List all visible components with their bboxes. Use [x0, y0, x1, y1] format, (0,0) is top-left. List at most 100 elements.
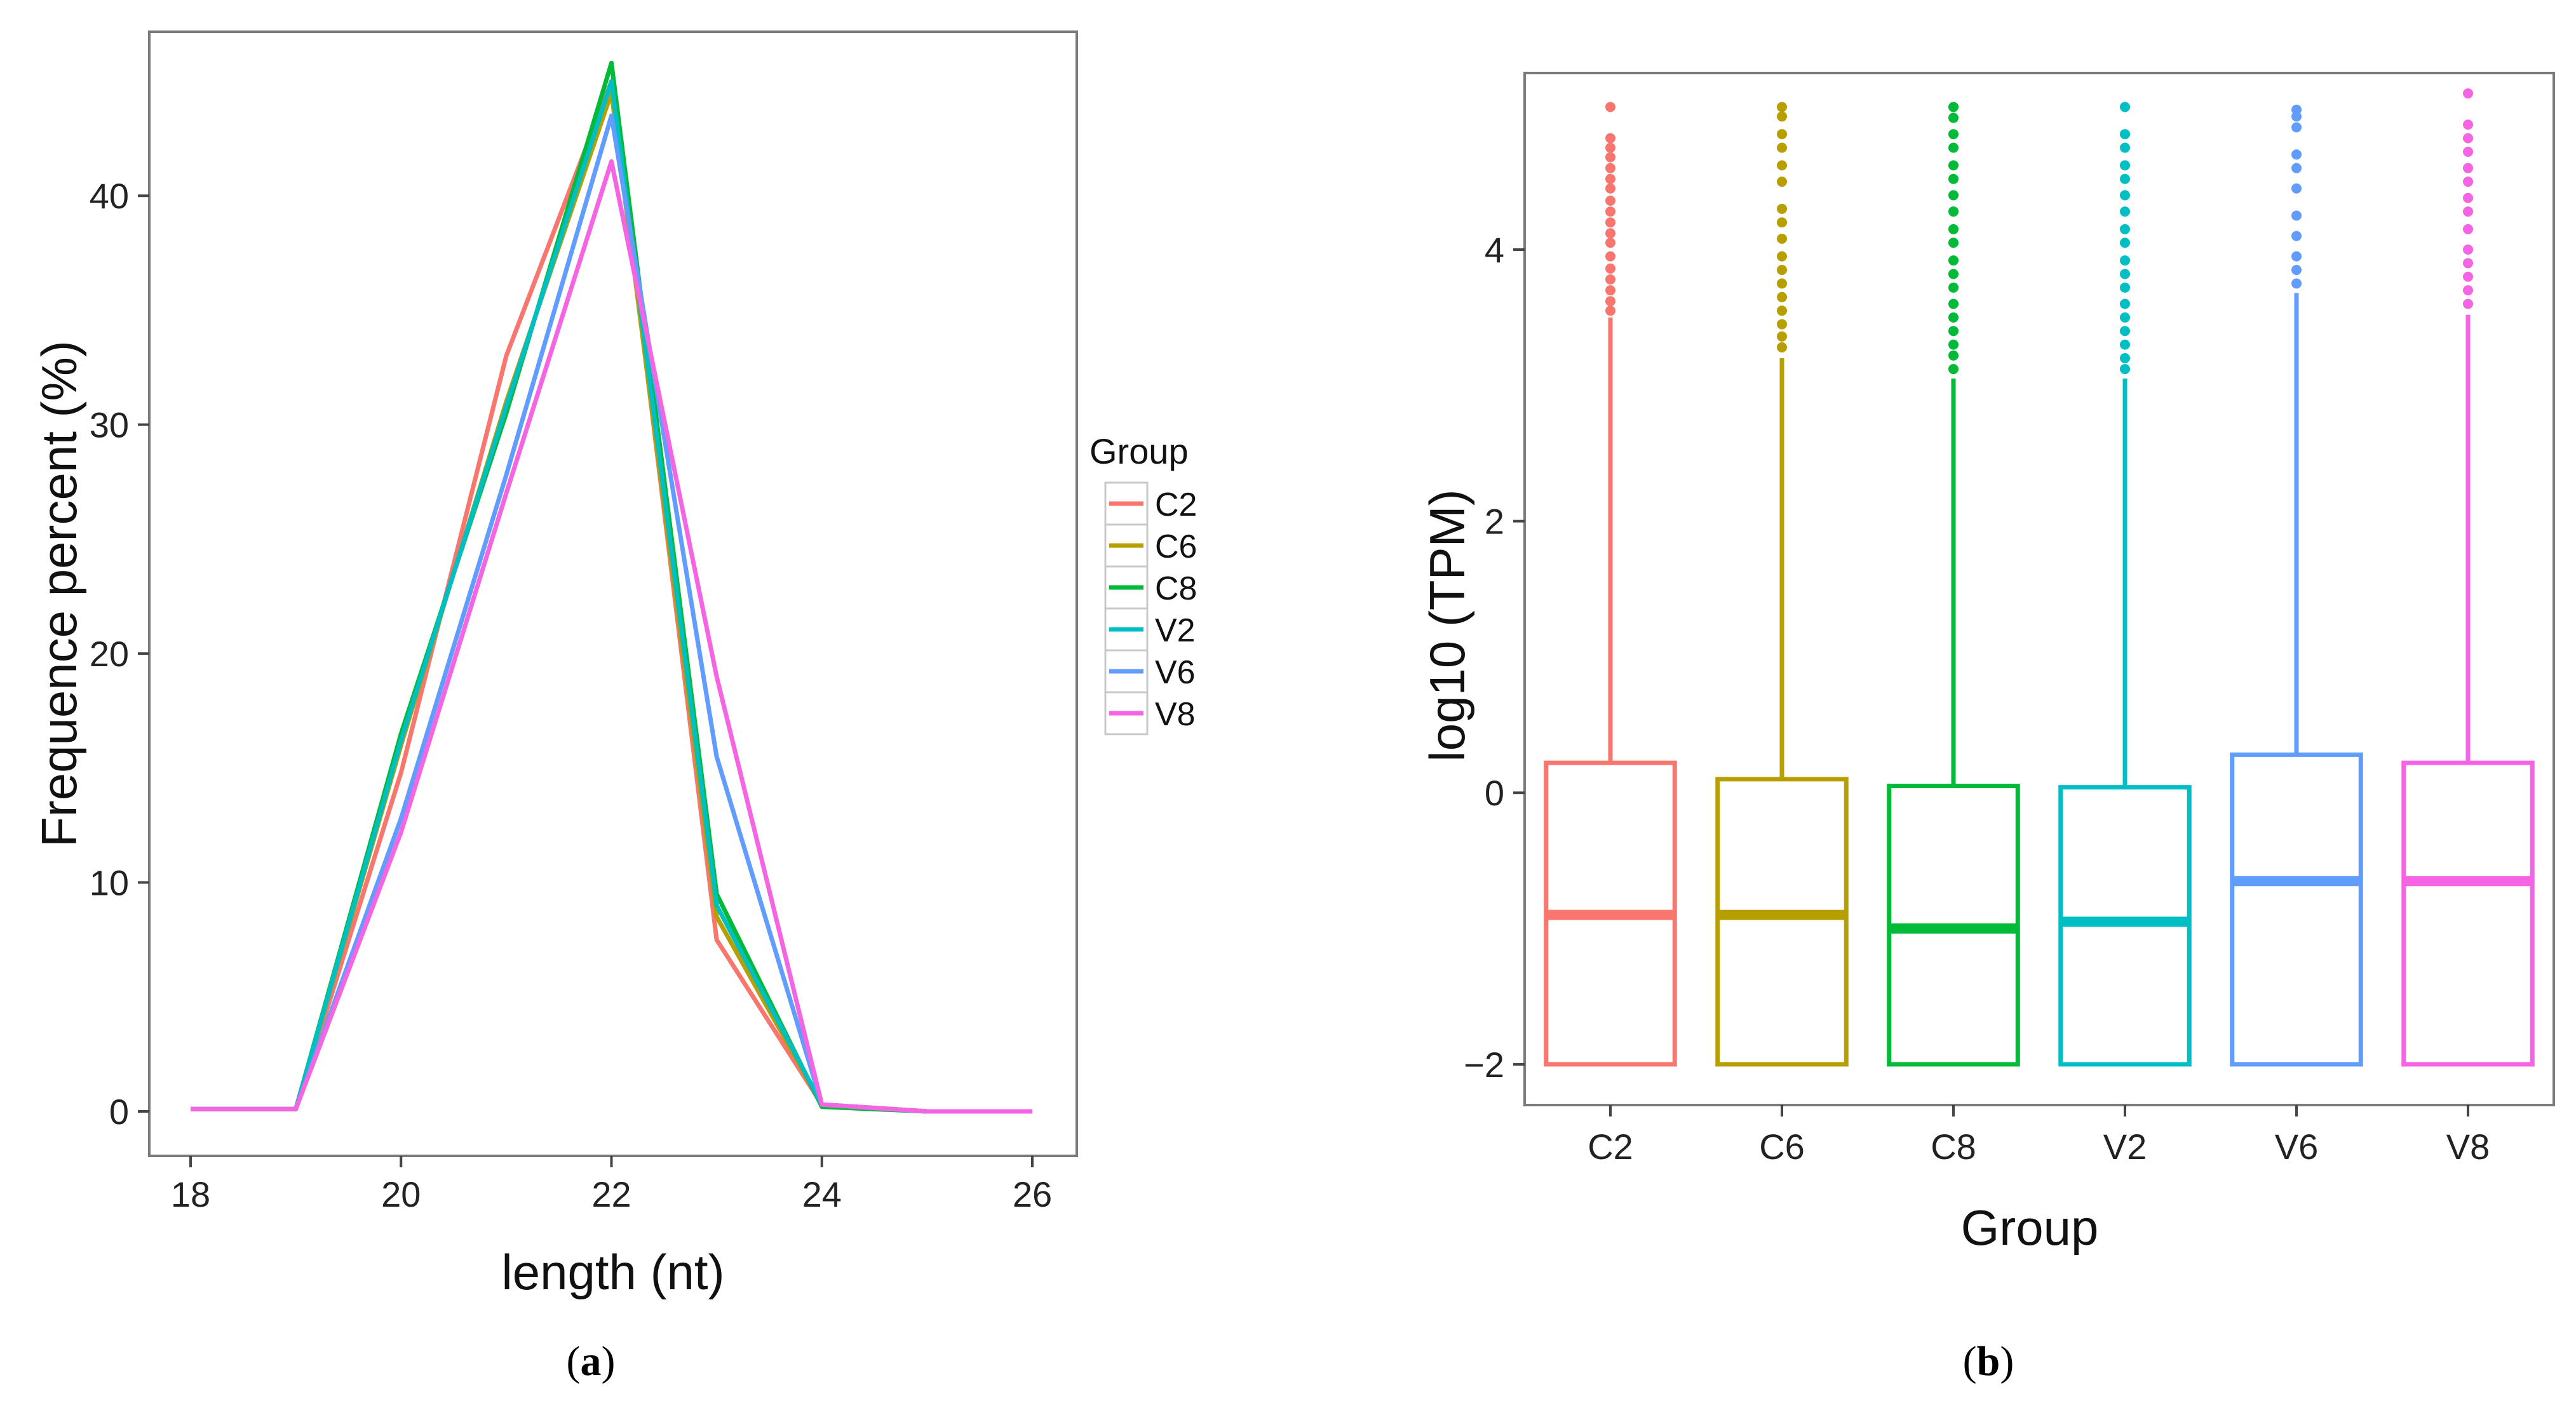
outlier-point — [1948, 206, 1959, 217]
outlier-point — [2291, 278, 2302, 289]
outlier-point — [2291, 265, 2302, 276]
outlier-point — [1777, 251, 1787, 262]
box-group — [1544, 88, 2535, 1067]
x-tick-label: V8 — [2446, 1127, 2490, 1167]
outlier-point — [1948, 142, 1959, 153]
outlier-point — [2291, 104, 2302, 115]
outlier-point — [2120, 269, 2130, 279]
outlier-point — [2291, 122, 2302, 133]
outlier-point — [1605, 183, 1615, 194]
x-tick-label: 24 — [802, 1174, 842, 1214]
outlier-point — [2120, 255, 2130, 266]
y-tick-label: 40 — [90, 176, 129, 216]
y-tick-label: 30 — [90, 405, 129, 445]
outlier-point — [1777, 265, 1787, 276]
box-plot-plot-area — [1523, 72, 2555, 1106]
outlier-point — [2120, 339, 2130, 350]
outlier-point — [2120, 238, 2130, 248]
outlier-point — [1605, 195, 1615, 206]
outlier-point — [1777, 217, 1787, 228]
outlier-point — [1605, 263, 1615, 274]
outlier-point — [1777, 160, 1787, 171]
outlier-point — [2463, 163, 2473, 173]
y-tick-label: 0 — [109, 1092, 129, 1132]
outlier-point — [2463, 133, 2473, 144]
legend: Group C2 C6 C8 V2 V6 V8 — [1089, 431, 1197, 735]
legend-label-v8: V8 — [1155, 696, 1196, 733]
outlier-point — [1777, 342, 1787, 352]
outlier-point — [2120, 312, 2130, 323]
x-axis-ticks: C2 C6 C8 V2 V6 V8 — [1588, 1105, 2490, 1167]
y-axis-title: Frequence percent (%) — [31, 340, 87, 847]
x-tick-label: 22 — [591, 1174, 631, 1214]
y-tick-label: 2 — [1485, 502, 1504, 542]
outlier-point — [2291, 210, 2302, 221]
outlier-point — [1777, 177, 1787, 187]
box-c6 — [1715, 102, 1849, 1067]
y-axis-ticks: 0 10 20 30 40 — [90, 176, 149, 1132]
y-tick-label: 0 — [1485, 773, 1504, 813]
x-tick-label: 20 — [381, 1174, 421, 1214]
box-v8 — [2401, 88, 2535, 1067]
x-tick-label: C6 — [1759, 1127, 1805, 1167]
box-v2 — [2058, 102, 2192, 1067]
x-tick-label: C2 — [1588, 1127, 1633, 1167]
panel-a-caption: (a) — [567, 1338, 616, 1385]
legend-items: C2 C6 C8 V2 V6 V8 — [1104, 481, 1197, 735]
outlier-point — [2120, 102, 2130, 112]
outlier-point — [1777, 102, 1787, 112]
outlier-point — [1605, 206, 1615, 217]
box-body — [2401, 760, 2535, 1067]
outlier-point — [1948, 364, 1959, 375]
outlier-point — [1605, 152, 1615, 163]
outlier-point — [2120, 364, 2130, 375]
box-body — [2230, 752, 2363, 1067]
outlier-point — [1777, 331, 1787, 342]
outlier-point — [2291, 251, 2302, 262]
outlier-point — [1605, 274, 1615, 285]
outlier-point — [1948, 102, 1959, 112]
outlier-point — [1948, 269, 1959, 279]
legend-label-c6: C6 — [1155, 528, 1197, 565]
outlier-point — [1605, 238, 1615, 248]
outlier-point — [2463, 206, 2473, 217]
box-plot-panel: C2 C6 C8 V2 V6 V8 −2 0 2 4 Group log10 (TPM) (b) — [1419, 72, 2555, 1385]
outlier-point — [1605, 228, 1615, 239]
outlier-point — [1948, 112, 1959, 123]
outlier-point — [1948, 312, 1959, 323]
outlier-point — [1605, 173, 1615, 184]
box-body — [1715, 777, 1849, 1067]
outlier-point — [2120, 190, 2130, 201]
outlier-point — [1777, 111, 1787, 122]
outlier-point — [1948, 298, 1959, 309]
outlier-point — [2120, 298, 2130, 309]
outlier-point — [1777, 142, 1787, 153]
legend-label-v2: V2 — [1155, 612, 1196, 649]
legend-title: Group — [1089, 431, 1189, 471]
outlier-point — [1777, 129, 1787, 140]
outlier-point — [2463, 224, 2473, 234]
outlier-point — [1948, 129, 1959, 140]
x-tick-label: C8 — [1931, 1127, 1976, 1167]
legend-label-c8: C8 — [1155, 570, 1197, 607]
outlier-point — [2463, 88, 2473, 99]
outlier-point — [2291, 183, 2302, 194]
y-tick-label: −2 — [1464, 1045, 1504, 1085]
line-chart-panel: 18 20 22 24 26 0 10 20 30 40 length (nt) Frequen… — [31, 30, 1197, 1385]
outlier-point — [1948, 326, 1959, 337]
outlier-point — [2463, 119, 2473, 130]
outlier-point — [2120, 353, 2130, 364]
outlier-point — [1948, 350, 1959, 361]
outlier-point — [1948, 282, 1959, 293]
box-c8 — [1887, 102, 2020, 1067]
outlier-point — [2120, 173, 2130, 184]
outlier-point — [2463, 258, 2473, 269]
outlier-point — [2463, 285, 2473, 296]
outlier-point — [1948, 173, 1959, 184]
outlier-point — [1777, 305, 1787, 316]
outlier-point — [2291, 149, 2302, 160]
y-tick-label: 10 — [90, 863, 129, 903]
outlier-point — [1605, 296, 1615, 307]
x-tick-label: V2 — [2103, 1127, 2147, 1167]
